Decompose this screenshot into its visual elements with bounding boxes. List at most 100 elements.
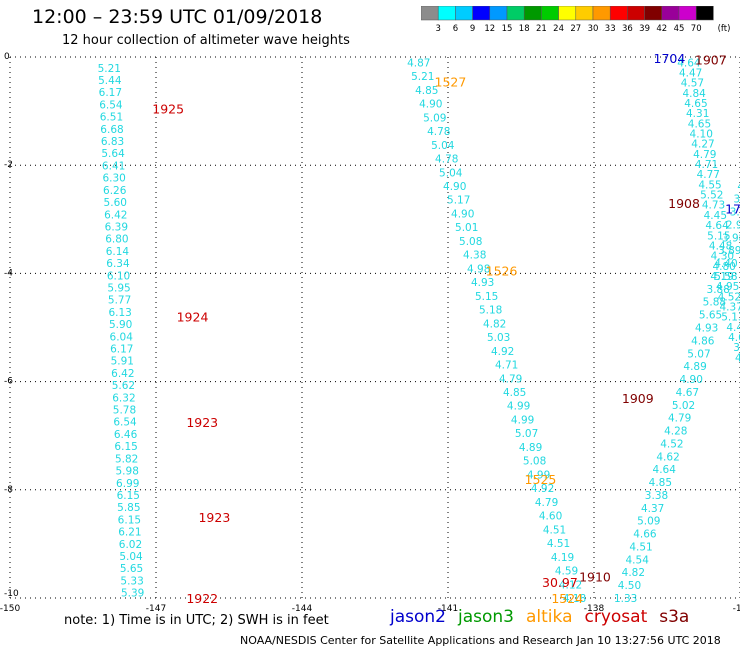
note-text: note: 1) Time is in UTC; 2) SWH is in fe… <box>64 613 329 628</box>
wave-height-value: 6.46 <box>114 429 138 441</box>
wave-height-value: 4.18 <box>563 593 586 605</box>
wave-height-value: 4.19 <box>710 271 733 283</box>
wave-height-value: 4.6 <box>728 332 740 344</box>
wave-height-value: 4.78 <box>435 154 458 166</box>
y-tick-label: -8 <box>4 485 13 495</box>
colorbar-label: 42 <box>656 24 667 34</box>
wave-height-value: 4.78 <box>427 126 450 138</box>
wave-height-value: 5.08 <box>459 236 482 248</box>
wave-height-value: 4.64 <box>677 57 701 69</box>
pass-time-label: 1907 <box>695 53 727 68</box>
color-scale-legend: 3 6 9 12 15 18 21 24 27 30 33 36 39 42 45 70 (ft) <box>421 6 730 34</box>
wave-height-value: 4.59 <box>555 566 578 578</box>
wave-height-value: 6.39 <box>105 221 128 233</box>
colorbar-label: 33 <box>605 24 616 34</box>
x-tick-label: -138 <box>584 604 605 614</box>
colorbar-label: 27 <box>570 24 581 34</box>
wave-height-value: 3.88 <box>707 284 730 296</box>
pass-time-label: 1525 <box>525 472 557 487</box>
colorbar-label: 24 <box>553 24 564 34</box>
wave-height-value: 4. <box>735 352 740 364</box>
pass-time-label: 1527 <box>435 74 467 89</box>
wave-height-value: 4.92 <box>531 483 554 495</box>
colorbar-label: 45 <box>674 24 685 34</box>
wave-height-value: 4.30 <box>711 251 734 263</box>
wave-height-value: 6.26 <box>103 185 127 197</box>
colorbar-label: 18 <box>519 24 530 34</box>
wave-height-value: 4.40 <box>714 258 737 270</box>
satellite-legend: jason2 jason3 altika cryosat s3a <box>390 607 701 627</box>
wave-height-value: 4.48 <box>709 240 732 252</box>
wave-height-value: 5.04 <box>431 140 455 152</box>
wave-height-value: 6.15 <box>114 441 137 453</box>
wave-height-value: 2.98 <box>726 219 740 231</box>
wave-height-value: 5.33 <box>120 575 143 587</box>
wave-height-value: 5.64 <box>101 148 125 160</box>
wave-height-value: 5.60 <box>104 197 127 209</box>
wave-height-value: 4.89 <box>519 442 542 454</box>
y-tick-label: -4 <box>4 268 13 278</box>
wave-height-value: 5.08 <box>523 456 546 468</box>
wave-height-value: 5.21 <box>411 71 434 83</box>
wave-height-value: 4.64 <box>653 464 677 476</box>
wave-height-value: 6.54 <box>99 99 123 111</box>
wave-height-value: 6.14 <box>106 246 130 258</box>
legend-entry-jason3: jason3 <box>458 607 514 627</box>
legend-entry-s3a: s3a <box>659 607 690 627</box>
wave-height-value: 4.12 <box>559 579 582 591</box>
wave-height-value: 4.67 <box>676 387 699 399</box>
wave-height-value: 6.17 <box>110 344 133 356</box>
wave-height-value: 6.04 <box>110 331 134 343</box>
wave-height-value: 5.17 <box>447 195 470 207</box>
wave-height-value: 6.15 <box>117 490 140 502</box>
wave-height-value: 6.30 <box>102 173 125 185</box>
wave-height-value: 4.55 <box>698 179 721 191</box>
wave-height-value: 5.52 <box>700 190 723 202</box>
wave-height-value: 5.58 <box>714 271 737 283</box>
wave-height-value: 5.88 <box>703 297 726 309</box>
colorbar-label: 15 <box>502 24 513 34</box>
wave-height-value: 4.90 <box>451 208 474 220</box>
pass-time-label: 1923 <box>198 510 230 525</box>
wave-height-value: 5.77 <box>108 295 131 307</box>
x-tick-label: -141 <box>438 604 458 614</box>
wave-height-value: 3. <box>733 342 740 354</box>
wave-height-value: 6.32 <box>112 392 135 404</box>
page-subtitle: 12 hour collection of altimeter wave hei… <box>62 33 350 48</box>
wave-height-value: 4.82 <box>622 567 645 579</box>
wave-height-value: 4.79 <box>499 373 522 385</box>
wave-height-value: 4.38 <box>463 250 486 262</box>
wave-height-value: 4.99 <box>511 414 534 426</box>
x-tick-label: -144 <box>292 604 313 614</box>
legend-entry-altika: altika <box>526 607 573 627</box>
colorbar-label: 36 <box>622 24 633 34</box>
wave-height-value: 4.06 <box>737 181 740 193</box>
wave-height-value: 4.60 <box>539 511 562 523</box>
wave-height-value: 5.07 <box>687 348 710 360</box>
wave-height-value: 4.99 <box>507 401 530 413</box>
wave-height-value: 6.17 <box>99 87 122 99</box>
wave-height-value: 5.78 <box>113 405 136 417</box>
wave-height-value: 6.41 <box>102 160 125 172</box>
wave-height-value: 4.82 <box>483 318 506 330</box>
wave-height-value: 5.18 <box>479 305 502 317</box>
wave-height-value: 4.51 <box>629 541 652 553</box>
pass-time-label: 1705 <box>725 201 740 216</box>
footer-credit: NOAA/NESDIS Center for Satellite Applica… <box>240 634 721 647</box>
wave-height-value: 5.82 <box>115 453 138 465</box>
wave-height-value: 4.73 <box>702 200 725 212</box>
colorbar-label: 39 <box>639 24 650 34</box>
wave-height-value: 4.85 <box>415 85 438 97</box>
wave-height-value: 4.50 <box>618 580 641 592</box>
wave-height-value: 4.77 <box>697 169 720 181</box>
wave-height-value: 6.51 <box>100 112 123 124</box>
wave-height-value: 5.85 <box>117 502 140 514</box>
wave-height-value: 4.65 <box>688 118 711 130</box>
wave-height-value: 4.52 <box>718 291 740 303</box>
wave-height-value: 5.91 <box>111 356 134 368</box>
wave-height-value: 5.62 <box>112 380 135 392</box>
wave-height-value: 5.03 <box>487 332 510 344</box>
wave-height-value: 4.57 <box>681 78 704 90</box>
wave-height-value: 4.87 <box>407 57 430 69</box>
